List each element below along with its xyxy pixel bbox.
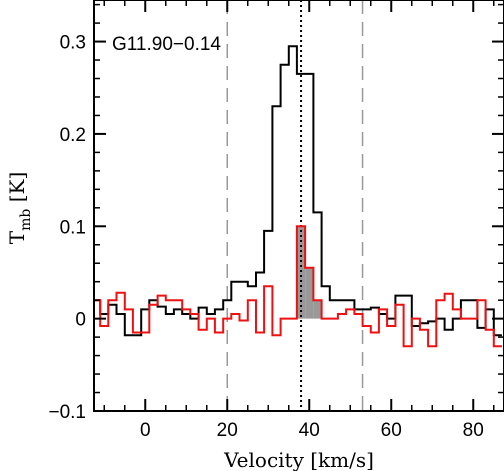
shaded-bin <box>313 300 322 319</box>
source-label: G11.90−0.14 <box>112 34 221 55</box>
y-tick-label: 0.3 <box>60 33 86 54</box>
axis-ticks: 0 20 40 60 80 −0.1 0 0.1 0.2 0.3 <box>48 0 504 441</box>
y-axis-label-main: T <box>5 230 29 244</box>
shaded-bin <box>296 226 306 319</box>
y-axis-label: Tmb [K] <box>5 172 34 245</box>
spectrum-series <box>94 45 502 348</box>
x-tick-label: 0 <box>140 420 151 441</box>
plot-frame <box>93 0 504 412</box>
y-tick-label: 0 <box>75 310 86 331</box>
x-tick-label: 60 <box>381 420 402 441</box>
x-tick-label: 20 <box>217 420 238 441</box>
x-tick-label: 40 <box>299 420 320 441</box>
y-tick-label: −0.1 <box>48 402 86 423</box>
velocity-marker-lines <box>226 0 364 411</box>
y-axis-label-subscript: mb <box>18 209 34 231</box>
y-axis-label-unit: [K] <box>5 172 29 209</box>
integrated-area-shading <box>296 226 322 319</box>
x-tick-label: 80 <box>463 420 484 441</box>
shaded-bin <box>305 267 314 319</box>
y-tick-label: 0.1 <box>60 217 86 238</box>
y-tick-label: 0.2 <box>60 125 86 146</box>
x-axis-label: Velocity [km/s] <box>223 448 374 471</box>
series-2-line <box>94 225 502 348</box>
series-1-line <box>94 45 502 337</box>
